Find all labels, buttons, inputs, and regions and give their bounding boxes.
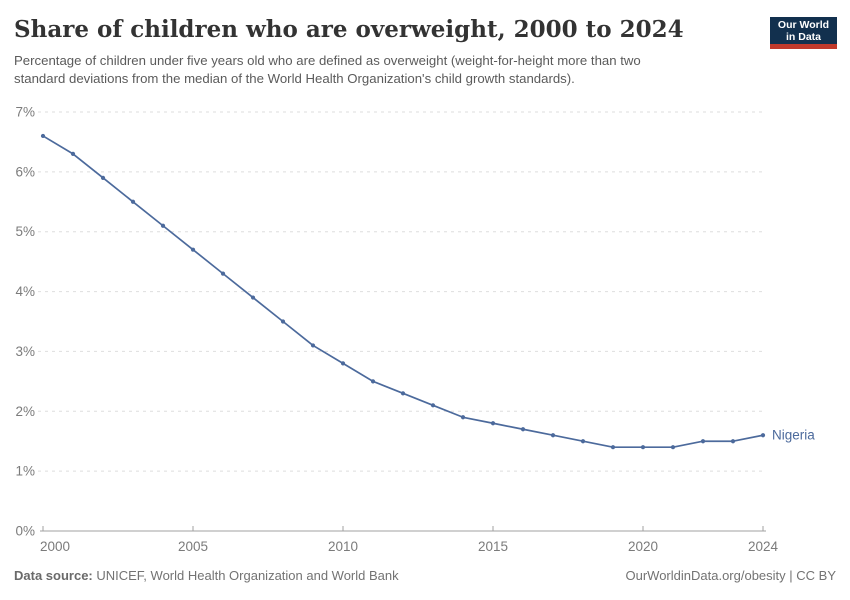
data-point[interactable] <box>670 445 676 450</box>
x-tick-label: 2005 <box>178 539 208 554</box>
data-point[interactable] <box>370 379 376 384</box>
y-tick-label: 5% <box>15 224 35 239</box>
data-source-text: UNICEF, World Health Organization and Wo… <box>92 568 399 583</box>
data-source-label: Data source: <box>14 568 93 583</box>
series-end-label[interactable]: Nigeria <box>772 428 815 443</box>
data-point[interactable] <box>100 175 106 180</box>
owid-logo-line-1: Our World <box>777 19 830 31</box>
data-point[interactable] <box>160 223 166 228</box>
data-point[interactable] <box>760 433 766 438</box>
owid-logo-line-2: in Data <box>785 31 821 43</box>
data-source-note: Data source: UNICEF, World Health Organi… <box>14 568 399 583</box>
page-title: Share of children who are overweight, 20… <box>14 16 684 43</box>
data-point[interactable] <box>130 199 136 204</box>
data-point[interactable] <box>190 247 196 252</box>
data-point[interactable] <box>220 271 226 276</box>
credit-link[interactable]: OurWorldinData.org/obesity | CC BY <box>625 568 837 583</box>
x-tick-label: 2020 <box>628 539 658 554</box>
x-tick-label: 2015 <box>478 539 508 554</box>
y-tick-label: 0% <box>15 524 35 539</box>
y-tick-label: 2% <box>15 404 35 419</box>
owid-logo-red-bar <box>770 44 837 49</box>
data-point[interactable] <box>730 439 736 444</box>
y-tick-label: 1% <box>15 464 35 479</box>
data-point[interactable] <box>490 421 496 426</box>
y-tick-label: 6% <box>15 164 35 179</box>
owid-logo: Our World in Data <box>770 17 837 49</box>
y-tick-label: 3% <box>15 344 35 359</box>
data-point[interactable] <box>520 427 526 432</box>
data-point[interactable] <box>460 415 466 420</box>
data-point[interactable] <box>310 343 316 348</box>
chart-subtitle-line-2: standard deviations from the median of t… <box>14 70 575 86</box>
data-point[interactable] <box>580 439 586 444</box>
x-tick-label: 2024 <box>748 539 779 554</box>
data-point[interactable] <box>640 445 646 450</box>
data-point[interactable] <box>340 361 346 366</box>
chart-subtitle: Percentage of children under five years … <box>14 52 754 87</box>
data-point[interactable] <box>40 133 46 139</box>
chart-subtitle-line-1: Percentage of children under five years … <box>14 53 641 68</box>
data-point[interactable] <box>280 319 286 324</box>
data-point[interactable] <box>550 433 556 438</box>
data-point[interactable] <box>610 445 616 450</box>
x-tick-label: 2000 <box>40 539 70 554</box>
x-tick-label: 2010 <box>328 539 358 554</box>
data-point[interactable] <box>250 295 256 300</box>
data-point[interactable] <box>430 403 436 408</box>
data-point[interactable] <box>70 151 76 156</box>
data-point[interactable] <box>400 391 406 396</box>
owid-logo-text: Our World in Data <box>770 17 837 44</box>
y-tick-label: 4% <box>15 284 35 299</box>
y-tick-label: 7% <box>15 105 35 120</box>
data-point[interactable] <box>700 439 706 444</box>
chart-footer: Data source: UNICEF, World Health Organi… <box>14 568 836 583</box>
